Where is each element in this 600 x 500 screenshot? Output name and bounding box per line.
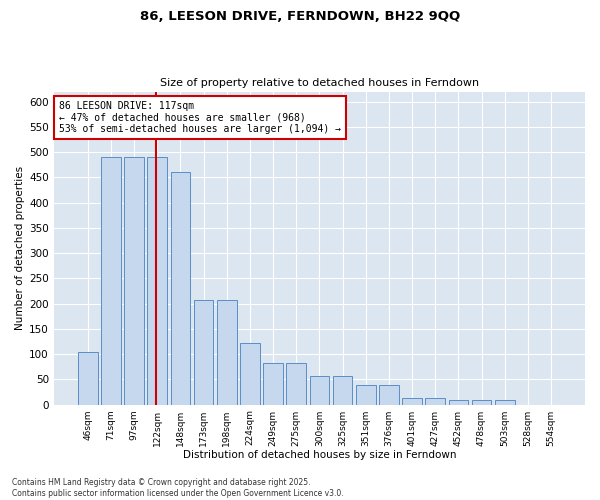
Bar [356, 386, 376, 404]
Bar [402, 398, 422, 404]
Bar [263, 363, 283, 405]
Bar [170, 172, 190, 404]
Bar [217, 300, 236, 405]
Bar [449, 400, 468, 404]
X-axis label: Distribution of detached houses by size in Ferndown: Distribution of detached houses by size … [182, 450, 456, 460]
Text: 86, LEESON DRIVE, FERNDOWN, BH22 9QQ: 86, LEESON DRIVE, FERNDOWN, BH22 9QQ [140, 10, 460, 23]
Bar [124, 157, 144, 404]
Bar [425, 398, 445, 404]
Text: 86 LEESON DRIVE: 117sqm
← 47% of detached houses are smaller (968)
53% of semi-d: 86 LEESON DRIVE: 117sqm ← 47% of detache… [59, 101, 341, 134]
Bar [333, 376, 352, 404]
Y-axis label: Number of detached properties: Number of detached properties [15, 166, 25, 330]
Bar [240, 343, 260, 404]
Bar [148, 157, 167, 404]
Bar [379, 386, 399, 404]
Text: Contains HM Land Registry data © Crown copyright and database right 2025.
Contai: Contains HM Land Registry data © Crown c… [12, 478, 344, 498]
Bar [78, 352, 98, 405]
Bar [286, 363, 306, 405]
Bar [101, 157, 121, 404]
Title: Size of property relative to detached houses in Ferndown: Size of property relative to detached ho… [160, 78, 479, 88]
Bar [310, 376, 329, 404]
Bar [472, 400, 491, 404]
Bar [495, 400, 515, 404]
Bar [194, 300, 214, 405]
